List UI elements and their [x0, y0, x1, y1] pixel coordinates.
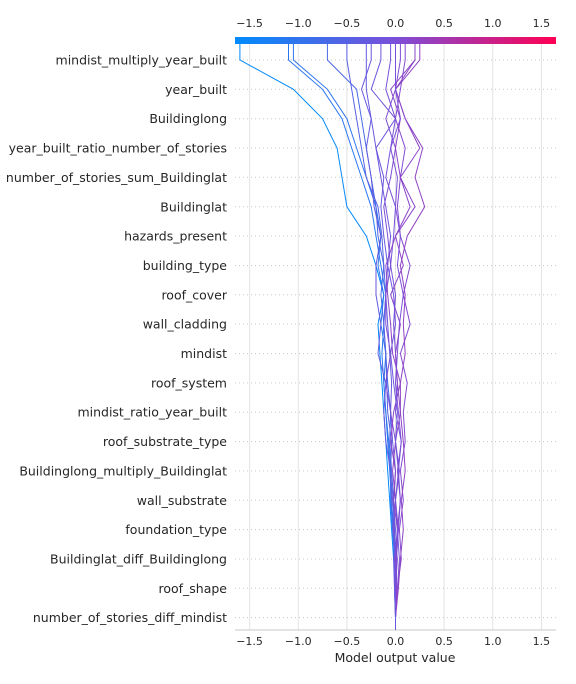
feature-label: roof_system: [151, 375, 227, 390]
bottom-tick-label: 0.5: [435, 635, 453, 648]
feature-label: roof_shape: [158, 581, 227, 596]
feature-label: number_of_stories_sum_Buildinglat: [6, 170, 227, 185]
top-tick-label: −1.0: [285, 17, 312, 30]
decision-line: [326, 40, 398, 630]
feature-label: Buildinglat: [160, 199, 227, 214]
bottom-tick-label: −0.5: [334, 635, 361, 648]
feature-label: foundation_type: [125, 522, 227, 537]
decision-lines: [239, 40, 426, 630]
bottom-tick-label: 1.0: [484, 635, 502, 648]
decision-line: [385, 40, 402, 630]
feature-label: mindist_ratio_year_built: [77, 405, 227, 420]
feature-label: roof_cover: [161, 287, 227, 302]
feature-label: year_built: [165, 82, 227, 97]
feature-label: number_of_stories_diff_mindist: [33, 610, 227, 625]
feature-label: mindist: [181, 346, 227, 361]
feature-label: Buildinglat_diff_Buildinglong: [50, 551, 227, 566]
axis-ticks: −1.5 −1.5 −1.0 −1.0 −0.5 −0.5 0.0 0.0 0.5 0.5 1.0 1…: [236, 17, 550, 648]
feature-label: mindist_multiply_year_built: [56, 53, 228, 68]
top-tick-label: −0.5: [334, 17, 361, 30]
feature-label: wall_substrate: [137, 493, 228, 508]
top-tick-label: −1.5: [236, 17, 263, 30]
bottom-tick-label: 1.5: [533, 635, 551, 648]
top-tick-label: 1.0: [484, 17, 502, 30]
feature-labels: mindist_multiply_year_built year_built Bui…: [6, 53, 228, 626]
feature-label: hazards_present: [124, 229, 227, 244]
decision-line: [394, 40, 411, 630]
decision-line: [394, 40, 426, 630]
feature-label: Buildinglong_multiply_Buildinglat: [19, 463, 227, 478]
decision-line: [365, 40, 397, 630]
feature-label: year_built_ratio_number_of_stories: [9, 141, 227, 156]
feature-label: Buildinglong: [149, 111, 227, 126]
x-axis-label: Model output value: [335, 650, 456, 665]
decision-line: [385, 40, 421, 630]
bottom-tick-label: −1.0: [285, 635, 312, 648]
feature-label: roof_substrate_type: [103, 434, 227, 449]
feature-label: wall_cladding: [143, 317, 227, 332]
top-tick-label: 1.5: [533, 17, 551, 30]
feature-label: building_type: [143, 258, 228, 273]
bottom-tick-label: −1.5: [236, 635, 263, 648]
decision-line: [390, 40, 404, 630]
top-tick-label: 0.5: [435, 17, 453, 30]
decision-line: [370, 40, 399, 630]
top-tick-label: 0.0: [387, 17, 405, 30]
bottom-tick-label: 0.0: [387, 635, 405, 648]
decision-line: [346, 40, 396, 630]
